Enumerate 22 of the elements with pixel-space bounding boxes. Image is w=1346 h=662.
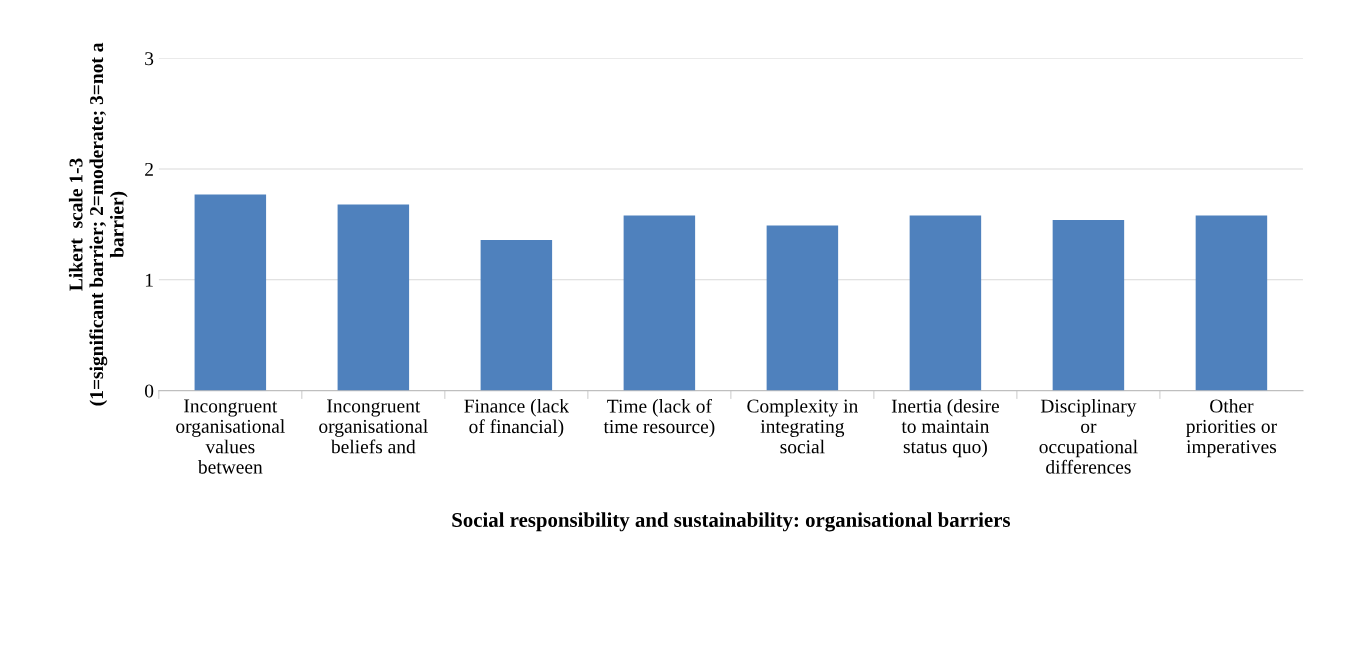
bar — [1052, 219, 1125, 391]
x-axis-title: Social responsibility and sustainability: organisational barriers — [452, 512, 1011, 532]
x-tick-label: Disciplinary or occupational differences — [1039, 398, 1138, 474]
bar — [623, 215, 696, 391]
x-tick-label: Complexity in integrating social — [747, 398, 858, 454]
x-tick-label: Time (lack of time resource) — [603, 398, 715, 438]
x-tick-label: Incongruent organisational beliefs and — [319, 399, 428, 454]
bar — [909, 215, 982, 391]
bar — [1195, 215, 1268, 391]
x-tick-label: Finance (lack of financial) — [464, 398, 569, 438]
x-tick-label: Inertia (desire to maintain status quo) — [891, 398, 999, 458]
y-tick-label: 1 — [145, 273, 153, 287]
y-axis-title: Likert scale 1-3 (1=significant barrier; 2=moderate; 3=not a barrier) — [68, 42, 128, 406]
bar — [337, 204, 410, 391]
y-tick-label: 2 — [145, 162, 153, 176]
bar — [766, 225, 839, 391]
x-tick-label: Other priorities or imperatives — [1186, 398, 1277, 458]
bar — [480, 239, 553, 391]
y-tick-label: 3 — [145, 52, 154, 66]
x-tick-label: Incongruent organisational values between — [176, 399, 285, 474]
y-tick-label: 0 — [144, 384, 154, 398]
bar — [194, 194, 267, 391]
